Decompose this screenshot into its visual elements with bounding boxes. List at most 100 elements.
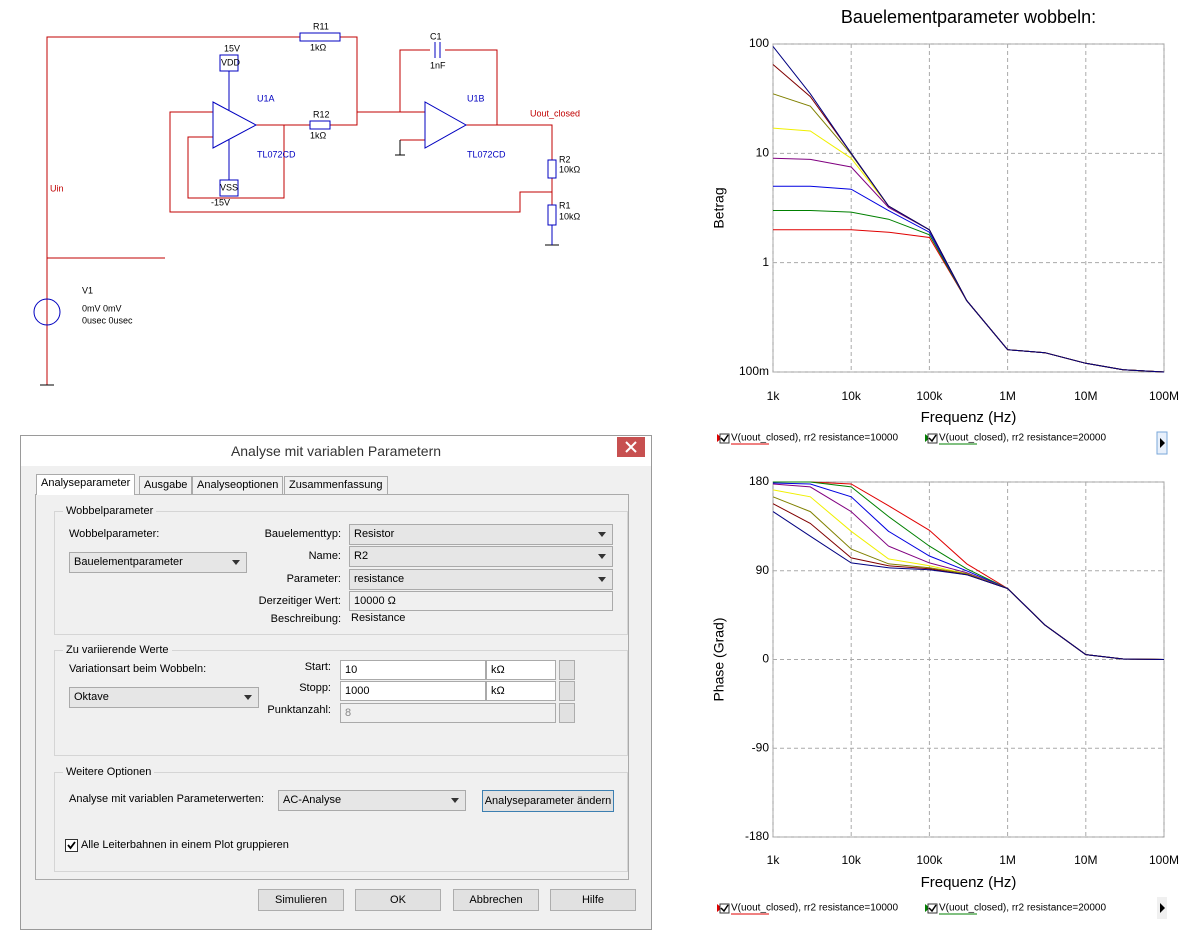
legend-label: V(uout_closed), rr2 resistance=20000 <box>939 433 1106 444</box>
dropdown[interactable]: AC-Analyse <box>278 790 466 811</box>
dropdown[interactable]: resistance <box>349 569 613 590</box>
legend-checkbox <box>719 903 730 914</box>
label: 1nF <box>430 60 446 70</box>
spinner[interactable] <box>559 681 575 701</box>
button[interactable]: Simulieren <box>258 889 344 911</box>
label: 0usec 0usec <box>82 315 133 325</box>
tab[interactable]: Ausgabe <box>139 476 193 495</box>
legend-check <box>928 434 937 443</box>
y-tick-label: 180 <box>749 474 769 488</box>
x-tick-label: 1M <box>999 853 1016 867</box>
x-tick-label: 1M <box>999 389 1016 403</box>
x-tick-label: 100k <box>916 853 943 867</box>
legend-checkbox <box>927 903 938 914</box>
button[interactable]: OK <box>355 889 441 911</box>
label: Analyse mit variablen Parameterwerten: <box>69 793 265 805</box>
y-axis-title: Betrag <box>711 187 727 228</box>
value-text: Resistance <box>351 612 406 624</box>
components <box>33 32 559 386</box>
legend-check <box>928 904 937 913</box>
spinner[interactable] <box>559 660 575 680</box>
legend-checkbox <box>719 433 730 444</box>
label: Punktanzahl: <box>267 704 331 716</box>
label: Variationsart beim Wobbeln: <box>69 663 207 675</box>
group-label: Wobbelparameter <box>63 505 157 517</box>
legend-check <box>720 904 729 913</box>
dialog: Analyse mit variablen Parametern Analyse… <box>20 435 652 930</box>
label: R12 <box>313 109 330 119</box>
label: 10kΩ <box>559 164 581 174</box>
x-tick-label: 1k <box>767 853 781 867</box>
input: 8 <box>340 703 556 723</box>
x-tick-label: 1k <box>767 389 781 403</box>
legend-label: V(uout_closed), rr2 resistance=10000 <box>731 433 898 444</box>
chart-title: Bauelementparameter wobbeln: <box>841 7 1096 27</box>
dropdown[interactable]: Resistor <box>349 524 613 545</box>
x-tick-label: 10M <box>1074 853 1097 867</box>
dropdown[interactable]: R2 <box>349 546 613 567</box>
y-tick-label: 100m <box>739 364 769 378</box>
label: R1 <box>559 200 571 210</box>
label: Wobbelparameter: <box>69 528 160 540</box>
x-tick-label: 100M <box>1149 853 1179 867</box>
label: 1kΩ <box>310 130 327 140</box>
label: TL072CD <box>467 149 506 159</box>
label: VSS <box>220 182 238 192</box>
label: Name: <box>308 550 341 562</box>
x-tick-label: 100M <box>1149 389 1179 403</box>
label: 10kΩ <box>559 211 581 221</box>
group: Zu variierende Werte Variationsart beim … <box>54 644 628 756</box>
x-tick-label: 10M <box>1074 389 1097 403</box>
value-field: 10000 Ω <box>349 591 613 611</box>
label: Derzeitiger Wert: <box>258 595 341 607</box>
legend-check <box>720 434 729 443</box>
input[interactable]: 10 <box>340 660 486 680</box>
group: Wobbelparameter Wobbelparameter: Bauelem… <box>54 505 628 635</box>
checkbox-label: Alle Leiterbahnen in einem Plot gruppier… <box>81 839 289 851</box>
group-label: Zu variierende Werte <box>63 644 172 656</box>
x-axis-title: Frequenz (Hz) <box>921 409 1017 426</box>
x-tick-label: 10k <box>842 389 862 403</box>
button[interactable]: Hilfe <box>550 889 636 911</box>
label: Beschreibung: <box>270 613 341 625</box>
x-axis-title: Frequenz (Hz) <box>921 874 1017 891</box>
y-tick-label: 100 <box>749 36 769 50</box>
x-tick-label: 100k <box>916 389 943 403</box>
dialog-title: Analyse mit variablen Parametern <box>21 436 651 466</box>
legend-checkbox <box>927 433 938 444</box>
label: TL072CD <box>257 149 296 159</box>
input[interactable]: 1000 <box>340 681 486 701</box>
tab[interactable]: Zusammenfassung <box>284 476 388 495</box>
tab[interactable]: Analyseoptionen <box>192 476 284 495</box>
label: R2 <box>559 154 571 164</box>
legend-label: V(uout_closed), rr2 resistance=20000 <box>939 903 1106 914</box>
y-tick-label: -180 <box>745 829 769 843</box>
label: V1 <box>82 285 93 295</box>
unit: kΩ <box>486 660 556 680</box>
tab[interactable]: Analyseparameter <box>36 474 136 495</box>
arrow <box>1160 438 1165 448</box>
checkbox[interactable] <box>65 839 78 852</box>
plot-area <box>772 43 1165 373</box>
legend-label: V(uout_closed), rr2 resistance=10000 <box>731 903 898 914</box>
group-label: Weitere Optionen <box>63 766 155 778</box>
label: Stopp: <box>299 682 331 694</box>
dropdown[interactable]: Bauelementparameter <box>69 552 247 573</box>
label: Uin <box>50 183 64 193</box>
label: Start: <box>304 661 331 673</box>
label: -15V <box>211 197 230 207</box>
button[interactable]: Abbrechen <box>453 889 539 911</box>
dropdown[interactable]: Oktave <box>69 687 259 708</box>
label: Bauelementtyp: <box>264 528 341 540</box>
button[interactable]: Analyseparameter ändern <box>482 790 614 812</box>
label: R11 <box>313 21 329 31</box>
label: VDD <box>221 57 241 67</box>
schematic: R11 1kΩ 15V VDD U1A R12 1kΩ TL072CD VSS … <box>33 21 581 386</box>
label: C1 <box>430 31 442 41</box>
label: 15V <box>224 43 240 53</box>
label: 1kΩ <box>310 42 327 52</box>
spinner <box>559 703 575 723</box>
y-tick-label: 0 <box>762 652 769 666</box>
close-button[interactable] <box>617 437 645 457</box>
y-tick-label: -90 <box>752 740 770 754</box>
